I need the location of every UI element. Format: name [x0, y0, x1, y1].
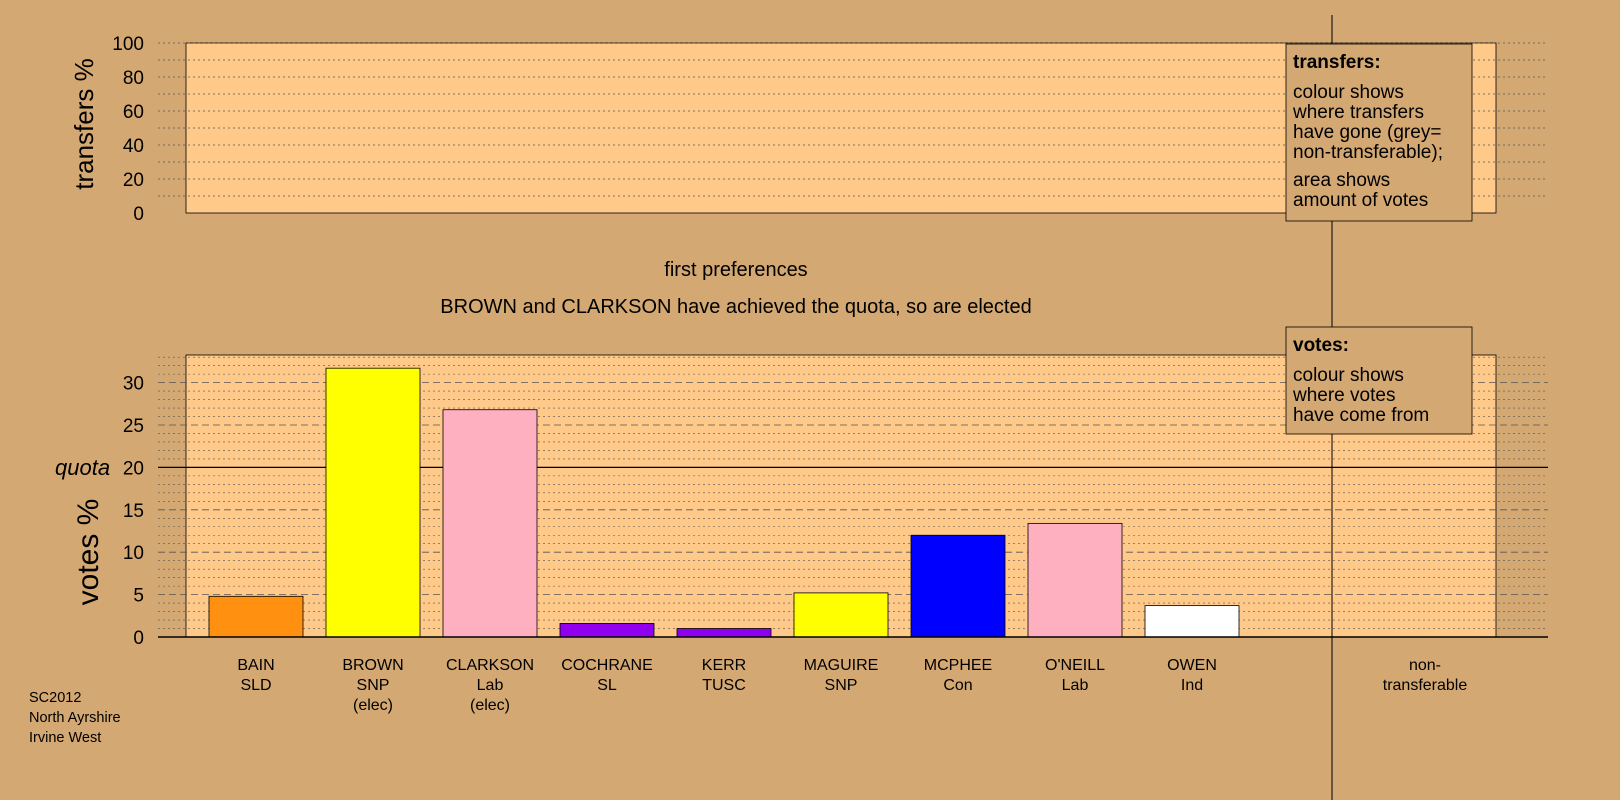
- candidate-label: SNP: [357, 677, 390, 694]
- votes-tick-label: 5: [133, 586, 144, 607]
- footer-line: SC2012: [29, 690, 81, 706]
- candidate-label: O'NEILL: [1045, 657, 1105, 674]
- transfers-tick-label: 100: [112, 34, 144, 55]
- transfers-tick-label: 40: [123, 136, 144, 157]
- candidate-label: (elec): [353, 697, 393, 714]
- candidate-label: Lab: [1062, 677, 1089, 694]
- vote-bar: [1144, 605, 1240, 638]
- candidate-label: (elec): [470, 697, 510, 714]
- transfers-legend-title: transfers:: [1293, 52, 1381, 73]
- transfers-legend-line: amount of votes: [1293, 190, 1428, 211]
- transfers-gridlines: [158, 42, 1548, 197]
- votes-tick-label: 15: [123, 501, 144, 522]
- votes-legend-line: where votes: [1292, 385, 1395, 406]
- candidate-label: KERR: [702, 657, 746, 674]
- vote-bar: [910, 534, 1006, 638]
- candidate-label: BROWN: [342, 657, 403, 674]
- nontransferable-label-2: transferable: [1383, 677, 1468, 694]
- votes-tick-label: 25: [123, 416, 144, 437]
- votes-legend-box: [1285, 326, 1473, 435]
- quota-label: quota: [55, 455, 110, 480]
- transfers-legend: transfers: colour shows where transfers …: [1285, 43, 1473, 222]
- candidate-label: SNP: [825, 677, 858, 694]
- candidate-label: Con: [943, 677, 972, 694]
- candidate-label: BAIN: [237, 657, 274, 674]
- votes-axis-title: votes %: [72, 499, 105, 606]
- candidate-label: Ind: [1181, 677, 1203, 694]
- vote-bar: [325, 367, 421, 638]
- vote-bar: [559, 623, 655, 638]
- votes-legend: votes: colour shows where votes have com…: [1285, 326, 1473, 435]
- vote-bar: [1027, 522, 1123, 638]
- stage-subtitle: BROWN and CLARKSON have achieved the quo…: [440, 296, 1031, 318]
- transfers-legend-line: area shows: [1293, 170, 1390, 191]
- candidate-label: TUSC: [702, 677, 746, 694]
- votes-tick-label: 30: [123, 374, 144, 395]
- votes-legend-title: votes:: [1293, 335, 1349, 356]
- stage-title: first preferences: [664, 259, 807, 281]
- candidate-label: MCPHEE: [924, 657, 992, 674]
- transfers-tick-label: 80: [123, 68, 144, 89]
- candidate-label: OWEN: [1167, 657, 1217, 674]
- vote-bar: [793, 592, 889, 638]
- candidate-labels: BAIN SLD BROWN SNP (elec) CLARKSON Lab (elec) CO…: [237, 657, 1217, 714]
- transfers-legend-box: [1285, 43, 1473, 222]
- transfers-legend-line: colour shows: [1293, 82, 1404, 103]
- nontransferable-label-1: non-: [1409, 657, 1441, 674]
- candidate-label: Lab: [477, 677, 504, 694]
- votes-panel: 0 5 10 15 20 25 30 quota votes % BAIN SLD BROWN S…: [55, 354, 1548, 714]
- transfers-tick-label: 0: [133, 204, 144, 225]
- transfers-panel: 0 20 40 60 80 100 transfers %: [69, 34, 1548, 225]
- transfers-axis-title: transfers %: [69, 58, 99, 190]
- footer-line: Irvine West: [29, 730, 101, 746]
- footer-line: North Ayrshire: [29, 710, 121, 726]
- transfers-legend-line: where transfers: [1292, 102, 1424, 123]
- transfers-tick-label: 60: [123, 102, 144, 123]
- transfers-tick-label: 20: [123, 170, 144, 191]
- footer-info: SC2012 North Ayrshire Irvine West: [29, 690, 121, 746]
- candidate-label: SLD: [240, 677, 271, 694]
- votes-tick-label: 20: [123, 458, 144, 479]
- candidate-label: SL: [597, 677, 617, 694]
- vote-bar: [676, 628, 772, 638]
- transfers-legend-line: non-transferable);: [1293, 142, 1443, 163]
- vote-bar: [208, 595, 304, 638]
- votes-tick-label: 0: [133, 628, 144, 649]
- votes-tick-label: 10: [123, 543, 144, 564]
- candidate-label: COCHRANE: [561, 657, 653, 674]
- candidate-label: MAGUIRE: [804, 657, 879, 674]
- votes-legend-line: colour shows: [1293, 365, 1404, 386]
- candidate-label: CLARKSON: [446, 657, 534, 674]
- vote-bar: [442, 409, 538, 638]
- votes-tick-labels: 0 5 10 15 20 25 30: [123, 374, 144, 649]
- transfers-tick-labels: 0 20 40 60 80 100: [112, 34, 144, 225]
- vote-bars: [208, 367, 1240, 638]
- votes-legend-line: have come from: [1293, 405, 1429, 426]
- transfers-legend-line: have gone (grey=: [1293, 122, 1441, 143]
